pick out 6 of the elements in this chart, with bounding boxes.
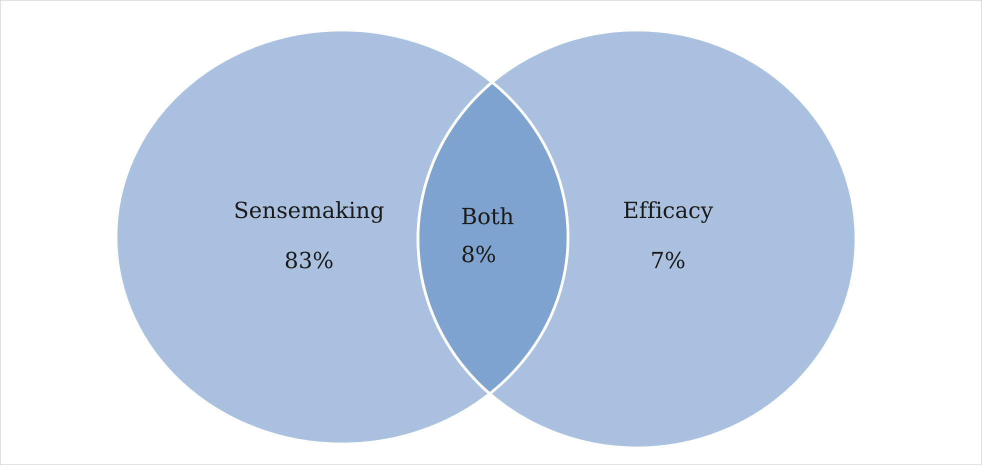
data-label: 8%: [462, 246, 496, 262]
category-label: Efficacy: [624, 201, 714, 223]
category-label: Both: [462, 207, 514, 224]
category-label: Sensemaking: [236, 201, 384, 223]
data-label: 83%: [286, 252, 332, 268]
data-label: 7%: [652, 252, 684, 268]
